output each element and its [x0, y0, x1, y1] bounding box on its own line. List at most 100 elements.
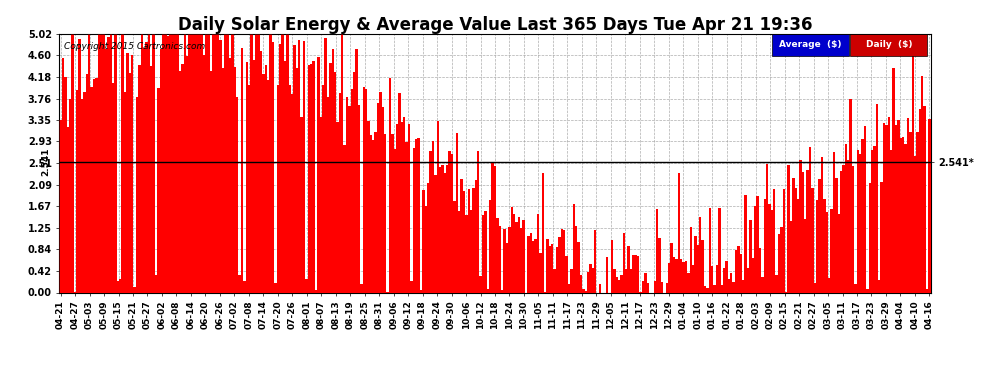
Bar [381, 106, 384, 292]
Bar [327, 97, 329, 292]
Bar [143, 48, 146, 292]
Bar [787, 165, 790, 292]
Bar [353, 72, 355, 292]
Bar [337, 122, 339, 292]
Bar [396, 124, 398, 292]
Bar [730, 273, 733, 292]
Bar [420, 290, 422, 292]
Bar [410, 281, 413, 292]
Bar [721, 285, 723, 292]
Bar [653, 281, 656, 292]
Bar [401, 122, 403, 292]
Bar [348, 106, 350, 292]
Bar [515, 222, 518, 292]
Bar [274, 283, 276, 292]
Bar [81, 99, 83, 292]
Bar [317, 57, 320, 292]
Bar [838, 214, 840, 292]
Bar [766, 164, 768, 292]
Bar [332, 50, 334, 292]
Bar [71, 34, 73, 292]
Bar [866, 289, 868, 292]
Bar [329, 63, 332, 292]
Text: Daily  ($): Daily ($) [865, 40, 912, 49]
Bar [897, 120, 900, 292]
Bar [460, 178, 462, 292]
Bar [127, 53, 129, 292]
Bar [105, 49, 107, 292]
Bar [391, 134, 394, 292]
Bar [477, 152, 479, 292]
Bar [389, 78, 391, 292]
Bar [90, 87, 93, 292]
Bar [301, 117, 303, 292]
Bar [150, 66, 152, 292]
Bar [726, 261, 728, 292]
Bar [702, 240, 704, 292]
Bar [95, 78, 98, 292]
Bar [668, 263, 670, 292]
Bar [86, 74, 88, 292]
Bar [406, 142, 408, 292]
Bar [157, 88, 159, 292]
Bar [360, 284, 362, 292]
Bar [462, 190, 465, 292]
Bar [374, 132, 377, 292]
Bar [276, 85, 279, 292]
Bar [88, 34, 90, 292]
Bar [114, 34, 117, 292]
Bar [518, 217, 520, 292]
Bar [288, 85, 291, 292]
Bar [408, 124, 410, 292]
Bar [772, 34, 848, 56]
Bar [880, 182, 883, 292]
Bar [129, 73, 131, 292]
Bar [900, 138, 902, 292]
Bar [369, 135, 372, 292]
Bar [728, 279, 730, 292]
Bar [450, 154, 453, 292]
Bar [484, 211, 487, 292]
Bar [377, 103, 379, 292]
Bar [560, 229, 563, 292]
Bar [188, 34, 191, 292]
Bar [840, 171, 842, 292]
Bar [279, 44, 281, 292]
Bar [503, 229, 506, 292]
Bar [98, 34, 100, 292]
Bar [548, 246, 551, 292]
Bar [644, 273, 646, 292]
Bar [792, 178, 795, 292]
Bar [523, 220, 525, 292]
Bar [191, 34, 193, 292]
Bar [633, 255, 635, 292]
Bar [682, 262, 685, 292]
Bar [513, 214, 515, 292]
Bar [257, 34, 260, 292]
Bar [435, 175, 437, 292]
Bar [675, 259, 677, 292]
Bar [924, 106, 926, 292]
Bar [758, 248, 761, 292]
Bar [630, 269, 633, 292]
Bar [555, 246, 558, 292]
Bar [613, 269, 616, 292]
Bar [124, 92, 127, 292]
Bar [804, 219, 807, 292]
Bar [692, 265, 694, 292]
Bar [315, 290, 317, 292]
Bar [93, 80, 95, 292]
Bar [425, 206, 427, 292]
Bar [291, 94, 293, 292]
Bar [224, 34, 227, 292]
Bar [744, 195, 746, 292]
Bar [487, 289, 489, 292]
Bar [929, 119, 931, 292]
Bar [851, 166, 854, 292]
Bar [384, 134, 386, 292]
Bar [334, 72, 337, 292]
Bar [159, 49, 162, 292]
Bar [902, 137, 904, 292]
Bar [694, 236, 697, 292]
Bar [215, 34, 217, 292]
